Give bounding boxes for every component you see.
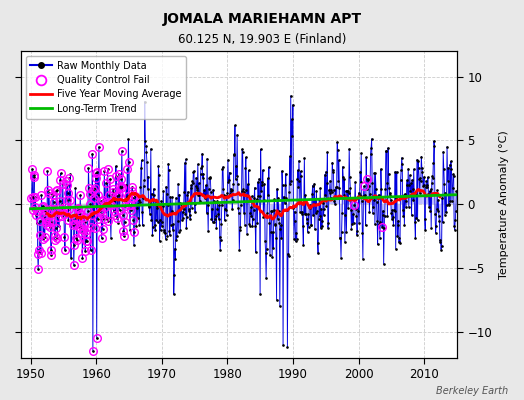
Y-axis label: Temperature Anomaly (°C): Temperature Anomaly (°C) bbox=[499, 130, 509, 279]
Text: 60.125 N, 19.903 E (Finland): 60.125 N, 19.903 E (Finland) bbox=[178, 33, 346, 46]
Legend: Raw Monthly Data, Quality Control Fail, Five Year Moving Average, Long-Term Tren: Raw Monthly Data, Quality Control Fail, … bbox=[26, 56, 186, 119]
Text: JOMALA MARIEHAMN APT: JOMALA MARIEHAMN APT bbox=[162, 12, 362, 26]
Text: Berkeley Earth: Berkeley Earth bbox=[436, 386, 508, 396]
